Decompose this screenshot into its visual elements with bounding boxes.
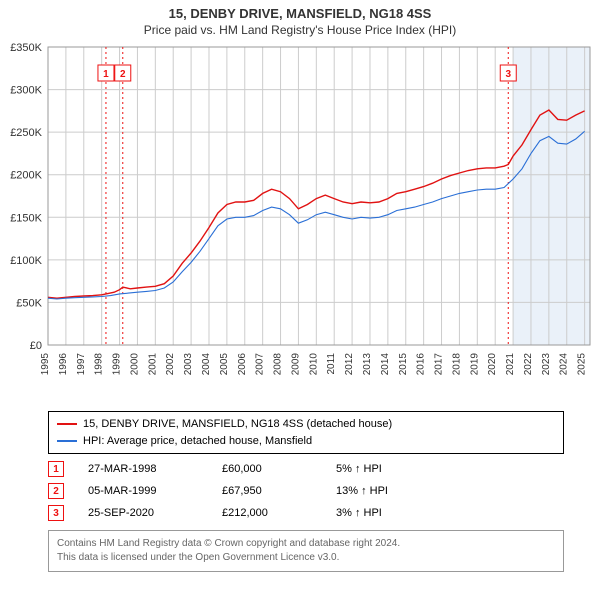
sale-price: £212,000 (222, 507, 312, 519)
svg-text:2009: 2009 (290, 353, 301, 376)
svg-text:1: 1 (103, 69, 109, 80)
sales-row: 2 05-MAR-1999 £67,950 13% ↑ HPI (48, 480, 564, 502)
svg-text:3: 3 (505, 69, 511, 80)
chart-subtitle: Price paid vs. HM Land Registry's House … (0, 23, 600, 37)
sale-date: 05-MAR-1999 (88, 485, 198, 497)
svg-text:2013: 2013 (362, 353, 373, 376)
svg-text:£250K: £250K (10, 127, 42, 139)
credit-box: Contains HM Land Registry data © Crown c… (48, 530, 564, 572)
sale-diff: 13% ↑ HPI (336, 485, 416, 497)
svg-text:2017: 2017 (434, 353, 445, 376)
legend-label: HPI: Average price, detached house, Mans… (83, 433, 312, 450)
credit-line-2: This data is licensed under the Open Gov… (57, 551, 555, 565)
svg-text:2015: 2015 (398, 353, 409, 376)
svg-text:2008: 2008 (273, 353, 284, 376)
sale-price: £60,000 (222, 463, 312, 475)
sale-price: £67,950 (222, 485, 312, 497)
svg-text:2018: 2018 (451, 353, 462, 376)
svg-text:2025: 2025 (577, 353, 588, 376)
svg-text:2012: 2012 (344, 353, 355, 376)
sale-marker: 3 (48, 505, 64, 521)
svg-text:2003: 2003 (183, 353, 194, 376)
svg-text:2011: 2011 (326, 353, 337, 375)
chart-title: 15, DENBY DRIVE, MANSFIELD, NG18 4SS (0, 6, 600, 21)
svg-text:2001: 2001 (147, 353, 158, 376)
sales-row: 1 27-MAR-1998 £60,000 5% ↑ HPI (48, 458, 564, 480)
svg-text:2021: 2021 (505, 353, 516, 376)
svg-text:2010: 2010 (308, 353, 319, 376)
svg-text:2020: 2020 (487, 353, 498, 376)
svg-text:2007: 2007 (255, 353, 266, 376)
svg-text:2024: 2024 (559, 353, 570, 376)
sales-table: 1 27-MAR-1998 £60,000 5% ↑ HPI 2 05-MAR-1999 £… (48, 458, 564, 524)
svg-text:2014: 2014 (380, 353, 391, 376)
legend-label: 15, DENBY DRIVE, MANSFIELD, NG18 4SS (de… (83, 416, 392, 433)
svg-text:2016: 2016 (416, 353, 427, 376)
sale-date: 25-SEP-2020 (88, 507, 198, 519)
svg-text:2023: 2023 (541, 353, 552, 376)
legend-row: 15, DENBY DRIVE, MANSFIELD, NG18 4SS (de… (57, 416, 555, 433)
sales-row: 3 25-SEP-2020 £212,000 3% ↑ HPI (48, 502, 564, 524)
svg-text:2: 2 (120, 69, 126, 80)
line-chart-svg: £0 £50K £100K £150K £200K £250K £300K £350K 1995… (0, 39, 600, 409)
svg-text:£0: £0 (30, 340, 42, 352)
chart-area: £0 £50K £100K £150K £200K £250K £300K £350K 1995… (0, 39, 600, 409)
svg-text:£150K: £150K (10, 212, 42, 224)
svg-text:2000: 2000 (129, 353, 140, 376)
svg-text:2019: 2019 (469, 353, 480, 376)
sale-marker: 1 (48, 461, 64, 477)
sale-diff: 3% ↑ HPI (336, 507, 416, 519)
legend-swatch (57, 440, 77, 442)
sale-diff: 5% ↑ HPI (336, 463, 416, 475)
credit-line-1: Contains HM Land Registry data © Crown c… (57, 537, 555, 551)
svg-text:2022: 2022 (523, 353, 534, 376)
svg-text:1998: 1998 (94, 353, 105, 376)
svg-text:2002: 2002 (165, 353, 176, 376)
svg-text:2006: 2006 (237, 353, 248, 376)
svg-text:£100K: £100K (10, 255, 42, 267)
legend-row: HPI: Average price, detached house, Mans… (57, 433, 555, 450)
svg-text:£350K: £350K (10, 42, 42, 54)
sale-date: 27-MAR-1998 (88, 463, 198, 475)
chart-title-block: 15, DENBY DRIVE, MANSFIELD, NG18 4SS Pri… (0, 0, 600, 39)
svg-text:2005: 2005 (219, 353, 230, 376)
svg-text:2004: 2004 (201, 353, 212, 376)
legend-swatch (57, 423, 77, 425)
svg-text:1995: 1995 (40, 353, 51, 376)
legend: 15, DENBY DRIVE, MANSFIELD, NG18 4SS (de… (48, 411, 564, 454)
svg-text:£50K: £50K (16, 297, 42, 309)
svg-text:£300K: £300K (10, 85, 42, 97)
svg-text:1997: 1997 (76, 353, 87, 376)
svg-text:1999: 1999 (112, 353, 123, 376)
sale-marker: 2 (48, 483, 64, 499)
svg-text:1996: 1996 (58, 353, 69, 376)
svg-text:£200K: £200K (10, 170, 42, 182)
